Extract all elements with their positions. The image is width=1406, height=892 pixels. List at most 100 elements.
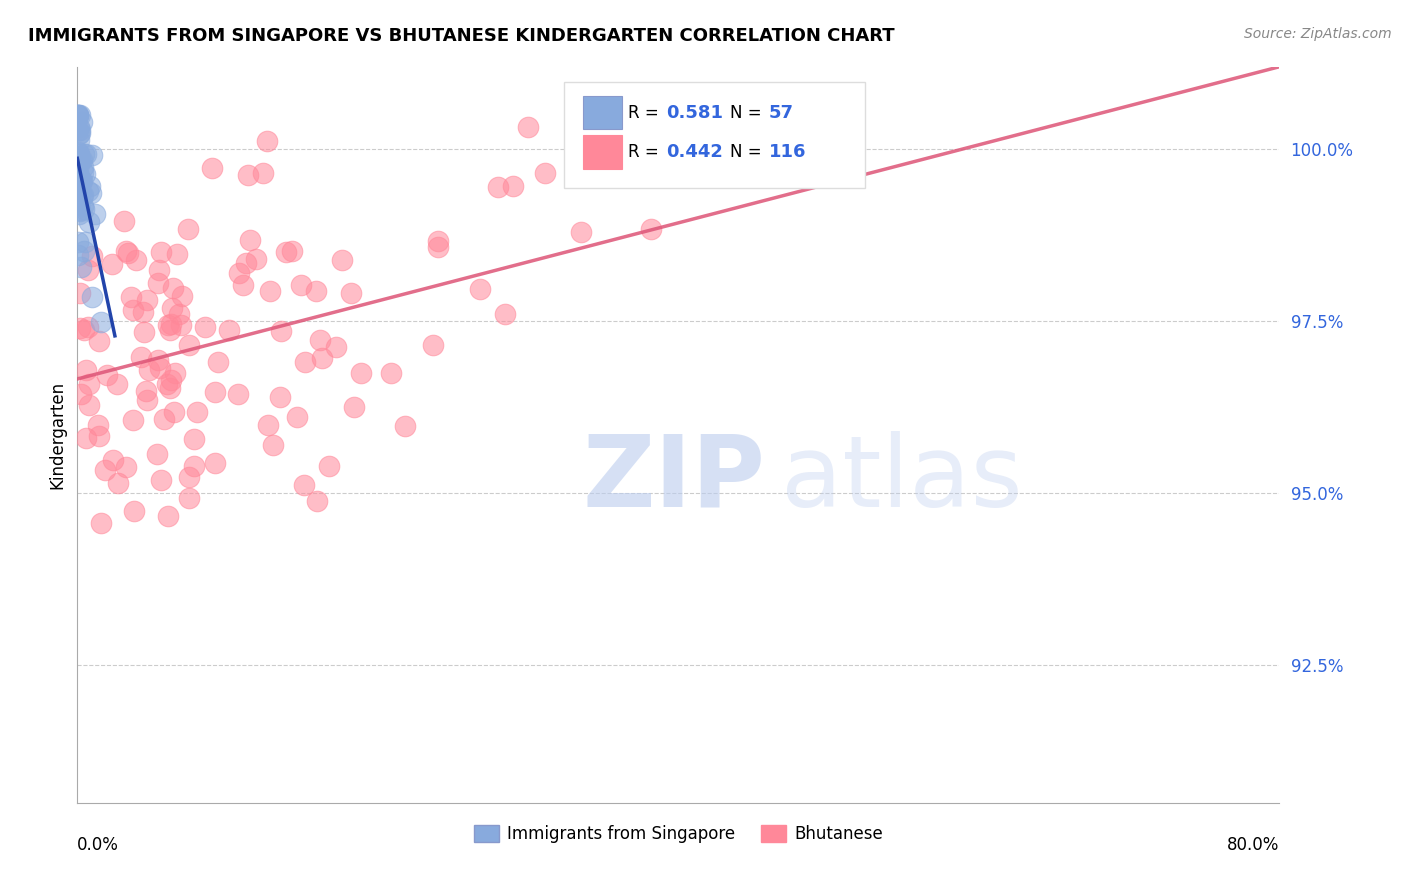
Point [183, 459, 205, 474]
Point [177, 222, 200, 236]
Point [569, 226, 592, 240]
Point [132, 305, 155, 319]
Point [69, 180, 91, 194]
Point [75, 363, 97, 377]
Point [89, 429, 111, 443]
Point [120, 290, 142, 304]
Point [308, 333, 330, 347]
Point [83, 207, 105, 221]
Point [72, 323, 94, 337]
Point [135, 384, 157, 399]
Point [156, 318, 179, 332]
Point [427, 240, 450, 254]
Point [146, 447, 169, 461]
Point [66, 248, 89, 262]
Point [69, 321, 91, 335]
Point [339, 286, 361, 301]
Point [69, 108, 91, 122]
Point [238, 168, 260, 182]
Point [67, 207, 90, 221]
Point [67, 120, 90, 134]
Point [80, 148, 103, 162]
Point [73, 235, 96, 249]
Point [146, 353, 169, 368]
Point [66, 168, 89, 182]
Point [67, 133, 90, 147]
Point [70, 174, 93, 188]
Point [69, 153, 91, 168]
Text: atlas: atlas [780, 431, 1022, 527]
Point [290, 278, 312, 293]
Point [257, 418, 280, 433]
Text: R =: R = [628, 103, 664, 121]
Point [281, 244, 304, 258]
Point [77, 377, 100, 392]
Point [186, 405, 208, 419]
Point [274, 245, 297, 260]
Point [70, 115, 93, 129]
Point [235, 256, 257, 270]
FancyBboxPatch shape [583, 136, 621, 169]
Point [270, 324, 292, 338]
Point [146, 277, 169, 291]
Point [239, 234, 262, 248]
Point [262, 437, 284, 451]
Point [285, 409, 308, 424]
Point [305, 284, 328, 298]
Text: N =: N = [730, 103, 766, 121]
Point [77, 398, 100, 412]
Point [121, 303, 143, 318]
Point [163, 405, 186, 419]
Text: R =: R = [628, 144, 664, 161]
Point [343, 400, 366, 414]
Point [77, 214, 100, 228]
Point [149, 473, 172, 487]
Point [149, 360, 172, 375]
Point [218, 323, 240, 337]
Point [69, 260, 91, 274]
Point [159, 381, 181, 395]
Point [256, 134, 278, 148]
Point [204, 384, 226, 399]
Point [245, 252, 267, 267]
Point [494, 307, 516, 321]
Point [70, 190, 93, 204]
Point [167, 307, 190, 321]
Point [90, 516, 112, 530]
Point [183, 432, 205, 446]
Point [105, 377, 128, 392]
Point [72, 199, 94, 213]
Point [534, 166, 557, 180]
Text: Source: ZipAtlas.com: Source: ZipAtlas.com [1244, 27, 1392, 41]
Y-axis label: Kindergarten: Kindergarten [48, 381, 66, 489]
Point [69, 285, 91, 300]
Point [69, 153, 91, 168]
Point [121, 413, 143, 427]
Point [66, 177, 89, 191]
Point [468, 282, 491, 296]
Text: N =: N = [730, 144, 766, 161]
FancyBboxPatch shape [583, 95, 621, 129]
Point [76, 320, 98, 334]
Point [177, 470, 200, 484]
Text: 116: 116 [769, 144, 806, 161]
Point [66, 190, 89, 204]
Point [73, 146, 96, 161]
Text: 0.0%: 0.0% [77, 836, 120, 854]
Point [73, 202, 96, 216]
Point [350, 366, 373, 380]
Point [380, 366, 402, 380]
Point [72, 153, 94, 168]
Point [66, 108, 89, 122]
Point [75, 167, 97, 181]
Point [67, 123, 90, 137]
Point [103, 453, 125, 467]
Point [150, 244, 173, 259]
Point [72, 160, 94, 174]
Point [67, 161, 90, 175]
Point [132, 325, 155, 339]
Point [77, 263, 100, 277]
Point [148, 263, 170, 277]
Point [66, 154, 89, 169]
Point [394, 418, 416, 433]
